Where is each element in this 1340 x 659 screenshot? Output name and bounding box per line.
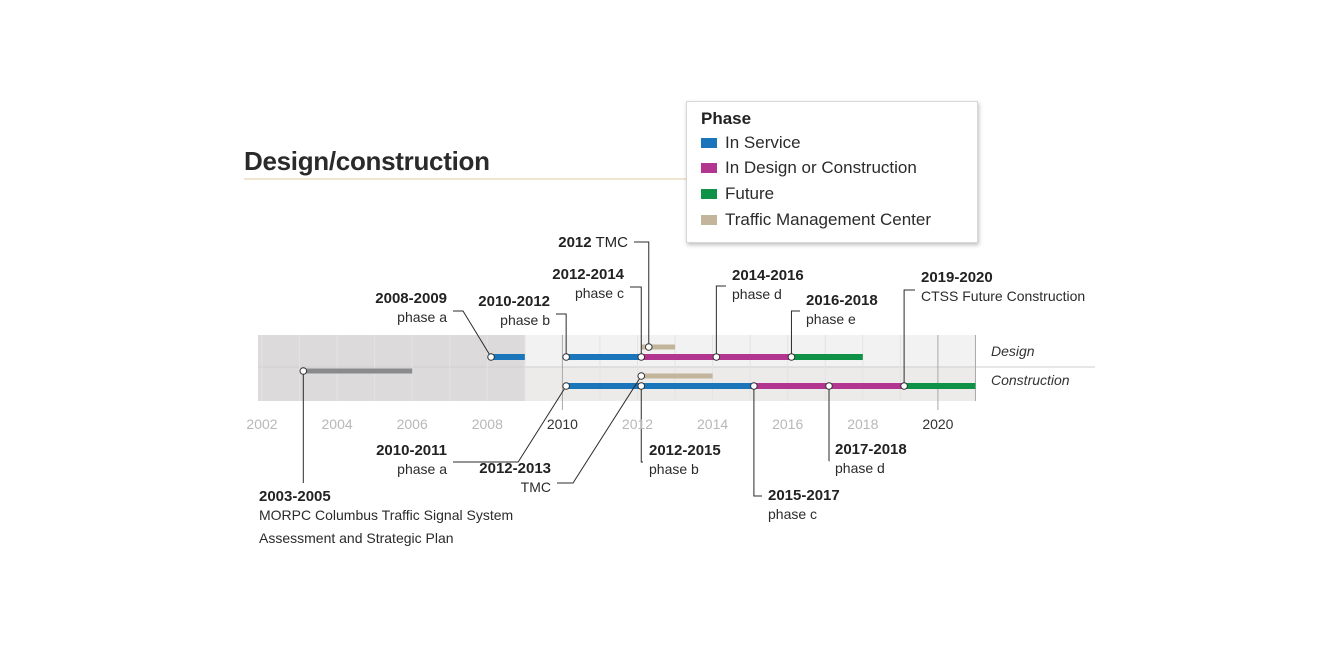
tick-label: 2006 xyxy=(397,416,428,432)
chart-background xyxy=(258,335,1095,401)
legend-item-design: In Design or Construction xyxy=(701,157,917,179)
annotation-year: 2012-2013 xyxy=(479,460,551,477)
tick-label: 2014 xyxy=(697,416,728,432)
annotation-desc: phase b xyxy=(649,461,699,477)
tick-label: 2008 xyxy=(472,416,503,432)
annotation-desc: MORPC Columbus Traffic Signal System xyxy=(259,507,513,523)
legend: Phase In Service In Design or Constructi… xyxy=(686,101,978,243)
annotation-leader xyxy=(715,285,726,357)
annotation-desc: phase a xyxy=(397,309,447,325)
legend-label: Traffic Management Center xyxy=(725,210,931,229)
tick-label: 2010 xyxy=(547,416,578,432)
annotation-desc: TMC xyxy=(521,479,551,495)
annotation-desc: phase b xyxy=(500,312,550,328)
annotation-desc: phase c xyxy=(575,285,624,301)
annotation-leader xyxy=(630,286,642,357)
annotation-desc: phase d xyxy=(732,286,782,302)
annotation-marker xyxy=(637,372,646,380)
annotation-desc: phase d xyxy=(835,460,885,476)
annotation-marker xyxy=(637,382,646,390)
legend-label: Future xyxy=(725,184,775,203)
tick-label: 2004 xyxy=(322,416,353,432)
tick-label: 2018 xyxy=(847,416,878,432)
annotation-leader xyxy=(556,313,567,357)
annotation-year: 2016-2018 xyxy=(806,292,878,309)
annotation-marker xyxy=(299,367,308,375)
legend-swatch xyxy=(701,215,717,225)
annotation-year: 2012-2015 xyxy=(649,442,721,459)
tick-label: 2012 xyxy=(622,416,653,432)
annotation-marker xyxy=(787,353,796,361)
annotation-leader xyxy=(453,385,567,463)
annotation-marker xyxy=(487,353,495,361)
annotation-desc: phase a xyxy=(397,461,447,477)
annotation-leaders xyxy=(302,241,915,497)
annotation-marker xyxy=(637,353,646,361)
annotation-leader xyxy=(790,310,800,357)
annotation-marker xyxy=(712,353,721,361)
annotation-year: 2003-2005 xyxy=(259,488,331,505)
row-label-construction: Construction xyxy=(991,372,1070,388)
tick-label: 2002 xyxy=(246,416,277,432)
annotation-leader xyxy=(453,310,492,358)
chart-title: Design/construction xyxy=(244,146,490,176)
annotation-marker xyxy=(644,343,653,351)
tick-label: 2020 xyxy=(922,416,953,432)
legend-item-tmc: Traffic Management Center xyxy=(701,209,931,231)
annotation-desc: phase c xyxy=(768,506,817,522)
annotation-leader xyxy=(634,241,650,347)
legend-item-future: Future xyxy=(701,183,774,205)
annotation-leader xyxy=(753,386,762,497)
annotation-year: 2014-2016 xyxy=(732,267,804,284)
tick-label: 2016 xyxy=(772,416,803,432)
annotation-desc: Assessment and Strategic Plan xyxy=(259,530,454,546)
legend-item-in-service: In Service xyxy=(701,132,801,154)
annotation-year: 2017-2018 xyxy=(835,441,907,458)
legend-label: In Service xyxy=(725,133,801,152)
annotation-marker xyxy=(825,382,833,390)
chart-gridlines xyxy=(261,335,976,410)
legend-title: Phase xyxy=(701,109,752,128)
annotation-leader xyxy=(903,289,915,386)
annotation-leader xyxy=(557,375,642,484)
row-label-design: Design xyxy=(991,343,1035,359)
annotation-year: 2015-2017 xyxy=(768,487,840,504)
legend-swatch xyxy=(701,163,717,173)
axis-tick-labels: 2002 2004 2006 2008 2010 2012 2014 2016 2018 2020 xyxy=(246,416,953,432)
legend-label: In Design or Construction xyxy=(725,158,917,177)
annotation-year: 2010-2011 xyxy=(376,442,447,459)
annotation-marker xyxy=(750,382,758,390)
annotation-marker xyxy=(900,382,908,390)
annotation-desc: CTSS Future Construction xyxy=(921,288,1085,304)
annotation-year: 2019-2020 xyxy=(921,269,993,286)
row-labels: Design Construction xyxy=(991,343,1070,388)
annotation-marker xyxy=(562,353,570,361)
annotation-year: 2012-2014 xyxy=(552,266,624,283)
annotation-year: 2008-2009 xyxy=(375,290,447,307)
shaded-region xyxy=(258,335,526,401)
annotation-year: 2012 TMC xyxy=(558,234,628,251)
legend-swatch xyxy=(701,138,717,148)
annotation-year: 2010-2012 xyxy=(478,293,550,310)
annotation-labels: 2003-2005 MORPC Columbus Traffic Signal S… xyxy=(259,234,1085,546)
annotation-leader xyxy=(640,386,643,463)
annotation-markers xyxy=(299,343,908,390)
annotation-desc: phase e xyxy=(806,311,856,327)
legend-swatch xyxy=(701,189,717,199)
annotation-marker xyxy=(562,382,570,390)
title-underline xyxy=(244,178,689,180)
